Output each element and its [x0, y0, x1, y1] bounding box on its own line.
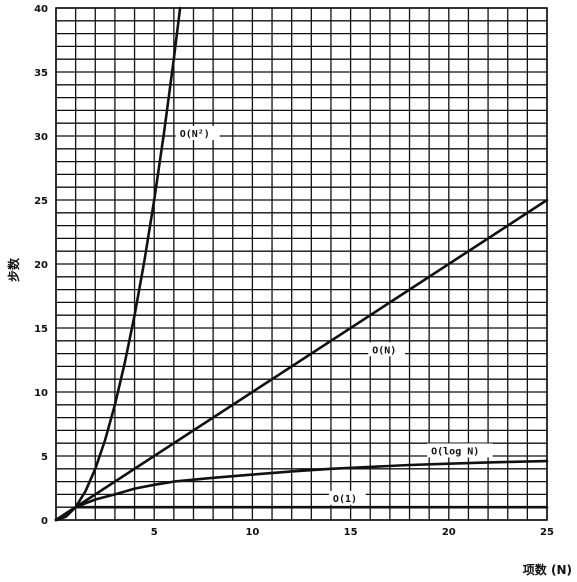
y-tick-label: 30	[34, 132, 48, 143]
y-tick-label: 20	[34, 260, 48, 271]
x-axis-label: 项数 (N)	[523, 562, 572, 577]
series-label: O(N)	[372, 345, 396, 356]
series-label-background	[368, 342, 406, 357]
plot-frame	[55, 7, 548, 521]
series-label: O(N²)	[180, 129, 210, 140]
series-label-background	[427, 443, 493, 458]
series-labels: O(N²) O(N) O(log N) O(1)	[175, 126, 493, 505]
x-tick-label: 15	[344, 527, 358, 538]
series-line	[54, 459, 549, 522]
y-tick-label: 15	[34, 324, 48, 335]
tick-labels: 0 5 10 15 20 25 30 35 40 5 10 15 20 25	[34, 4, 554, 538]
y-axis-label: 步数	[6, 257, 21, 282]
y-tick-label: 10	[34, 388, 48, 399]
y-tick-label: 40	[34, 4, 48, 15]
x-tick-label: 10	[245, 527, 259, 538]
series-label-background	[328, 490, 366, 505]
y-tick-label: 0	[41, 516, 48, 527]
series-label-background	[175, 126, 220, 140]
series-line	[54, 505, 549, 522]
series-lines	[54, 6, 549, 522]
y-tick-label: 35	[34, 68, 48, 79]
x-tick-label: 20	[442, 527, 456, 538]
grid	[55, 7, 548, 521]
series-label: O(1)	[333, 494, 357, 505]
y-tick-label: 25	[34, 196, 48, 207]
y-tick-label: 5	[41, 452, 48, 463]
series-line	[54, 6, 182, 522]
series-line	[54, 198, 549, 522]
x-tick-label: 5	[151, 527, 158, 538]
series-label: O(log N)	[431, 446, 479, 457]
x-tick-label: 25	[540, 527, 554, 538]
